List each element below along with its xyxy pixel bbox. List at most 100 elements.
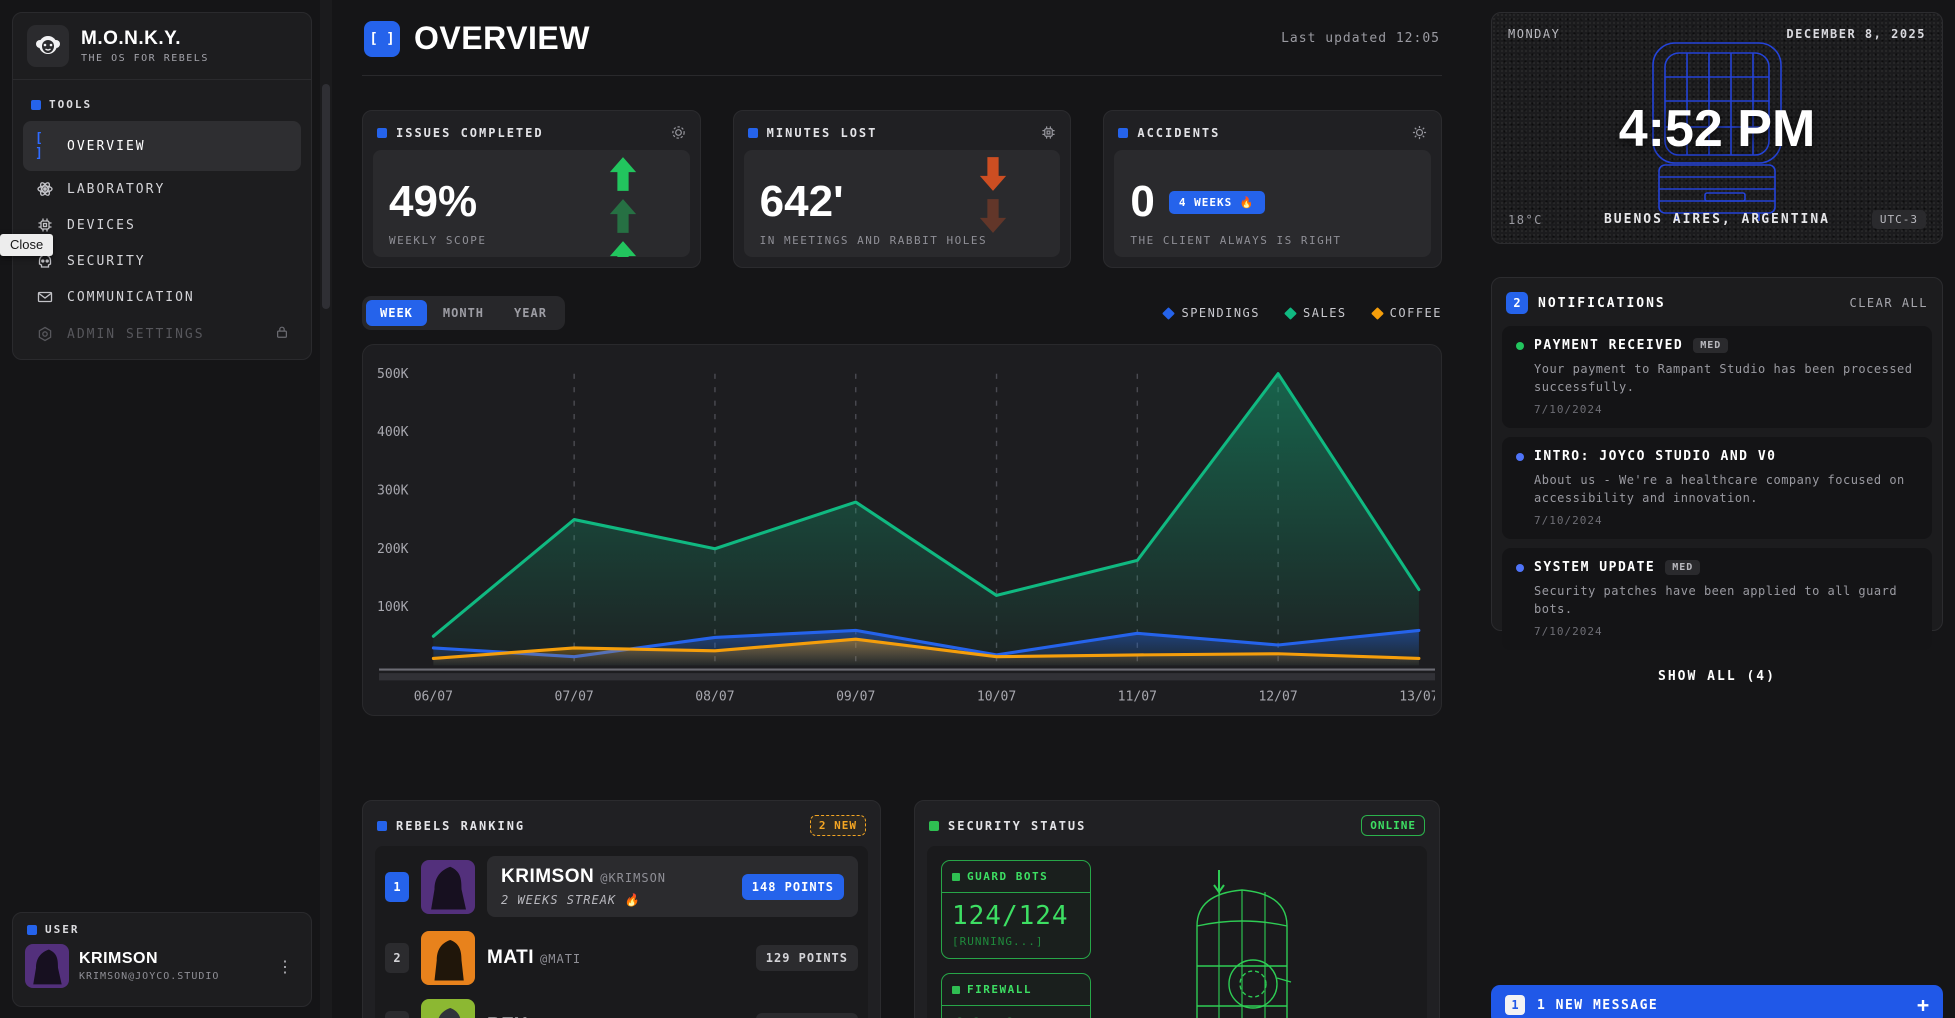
- status-dot-icon: [1516, 563, 1524, 572]
- security-title: SECURITY STATUS: [948, 818, 1087, 833]
- firewall-panel: FIREWALL 99.9%: [941, 973, 1091, 1018]
- green-square-icon: [952, 872, 960, 881]
- priority-badge: MED: [1665, 560, 1701, 575]
- sidebar-item-devices[interactable]: DEVICES: [23, 207, 301, 243]
- gear-icon[interactable]: [671, 125, 686, 140]
- stat-value: 642': [759, 177, 844, 226]
- notification-date: 7/10/2024: [1534, 403, 1603, 416]
- rebels-ranking-card: REBELS RANKING 2 NEW 1 KRIMSON @KRIMSON 2…: [362, 800, 881, 1018]
- monkey-logo-icon: [27, 25, 69, 67]
- clock-time: 4:52 PM: [1618, 100, 1816, 158]
- notification-intro[interactable]: INTRO: JOYCO STUDIO AND V0 About us - We…: [1502, 437, 1932, 539]
- svg-text:400K: 400K: [377, 425, 408, 440]
- sidebar-item-overview[interactable]: [ ] OVERVIEW: [23, 121, 301, 171]
- show-all-button[interactable]: SHOW ALL (4): [1658, 669, 1776, 684]
- legend-sales[interactable]: SALES: [1284, 306, 1347, 320]
- stat-value: 49%: [389, 177, 478, 226]
- diamond-icon: [1162, 306, 1176, 320]
- stat-subtitle: THE CLIENT ALWAYS IS RIGHT: [1130, 234, 1342, 248]
- utc-badge: UTC-3: [1871, 210, 1926, 229]
- svg-text:07/07: 07/07: [554, 689, 593, 704]
- chip-settings-icon[interactable]: [1041, 125, 1056, 140]
- notification-body: Your payment to Rampant Studio has been …: [1534, 362, 1913, 394]
- firewall-value: 99.9%: [942, 1006, 1090, 1018]
- svg-text:300K: 300K: [377, 483, 408, 498]
- stat-card-accidents: ACCIDENTS 0 4 WEEKS 🔥 THE CLIENT ALWAYS …: [1103, 110, 1443, 268]
- area-chart: 100K 200K 300K 400K 500K 06/07 07/07 08/07 09/07…: [362, 344, 1442, 716]
- online-badge: ONLINE: [1361, 815, 1425, 836]
- rebel-streak: 2 WEEKS STREAK 🔥: [501, 893, 641, 907]
- ranking-row-2[interactable]: 2 MATI @MATI 129 POINTS: [385, 931, 858, 985]
- svg-text:200K: 200K: [377, 542, 408, 557]
- kebab-menu-icon[interactable]: ⋮: [277, 956, 293, 976]
- svg-text:06/07: 06/07: [414, 689, 453, 704]
- notification-date: 7/10/2024: [1534, 625, 1603, 638]
- main-content: [ ] OVERVIEW Last updated 12:05 ISSUES C…: [362, 0, 1443, 1018]
- points-badge: 148 POINTS: [741, 873, 844, 900]
- tools-section-label: TOOLS: [23, 92, 301, 121]
- clear-all-button[interactable]: CLEAR ALL: [1849, 296, 1928, 310]
- tab-week[interactable]: WEEK: [366, 300, 427, 326]
- user-avatar: [25, 944, 69, 988]
- scrollbar-thumb[interactable]: [322, 84, 330, 309]
- notifications-title: NOTIFICATIONS: [1538, 295, 1666, 311]
- stat-card-title: MINUTES LOST: [766, 125, 878, 140]
- range-tabs: WEEK MONTH YEAR: [362, 296, 565, 330]
- page-header: [ ] OVERVIEW Last updated 12:05: [362, 0, 1442, 76]
- card-bullet-icon: [747, 127, 758, 138]
- stat-card-issues-completed: ISSUES COMPLETED 49% WEEKLY SCOPE: [362, 110, 701, 268]
- tab-year[interactable]: YEAR: [514, 306, 547, 320]
- svg-text:500K: 500K: [377, 367, 408, 382]
- legend-spendings[interactable]: SPENDINGS: [1162, 306, 1260, 320]
- sidebar-item-security[interactable]: SECURITY: [23, 243, 301, 279]
- plus-icon[interactable]: +: [1916, 993, 1929, 1017]
- notification-payment-received[interactable]: PAYMENT RECEIVED MED Your payment to Ram…: [1502, 326, 1932, 428]
- sidebar: M.O.N.K.Y. THE OS FOR REBELS TOOLS [ ] O…: [12, 12, 312, 360]
- section-bullet-icon: [31, 99, 41, 110]
- card-bullet-icon: [377, 127, 387, 138]
- ranking-row-1[interactable]: 1 KRIMSON @KRIMSON 2 WEEKS STREAK 🔥 148 P…: [385, 856, 858, 917]
- scrollbar-track[interactable]: [320, 0, 332, 1018]
- tab-month[interactable]: MONTH: [442, 306, 485, 320]
- close-tooltip: Close: [0, 234, 54, 256]
- clock-temperature: 18°C: [1508, 212, 1543, 227]
- user-row[interactable]: KRIMSON KRIMSON@JOYCO.STUDIO ⋮: [25, 944, 299, 988]
- svg-text:11/07: 11/07: [1118, 689, 1157, 704]
- envelope-icon: [35, 289, 55, 305]
- stat-card-minutes-lost: MINUTES LOST 642' IN MEETINGS AND RABBIT…: [732, 110, 1072, 268]
- sidebar-item-laboratory[interactable]: LABORATORY: [23, 171, 301, 207]
- rank-badge: 1: [385, 871, 409, 902]
- tools-nav: TOOLS [ ] OVERVIEW LABORATORY DEVICES: [13, 80, 311, 359]
- avatar: [421, 999, 475, 1018]
- points-badge: 100 POINTS: [755, 1013, 858, 1018]
- notification-system-update[interactable]: SYSTEM UPDATE MED Security patches have …: [1502, 548, 1932, 650]
- sidebar-item-communication[interactable]: COMMUNICATION: [23, 279, 301, 315]
- gear-hex-icon: [35, 326, 55, 342]
- last-updated-text: Last updated 12:05: [1281, 31, 1440, 46]
- message-label: 1 NEW MESSAGE: [1537, 997, 1659, 1013]
- diamond-icon: [1370, 306, 1384, 320]
- cog-icon[interactable]: [1412, 125, 1427, 140]
- legend-coffee[interactable]: COFFEE: [1370, 306, 1442, 320]
- message-count-badge: 1: [1505, 995, 1525, 1015]
- sidebar-item-admin-settings[interactable]: ADMIN SETTINGS: [23, 315, 301, 353]
- skull-icon: [35, 253, 55, 269]
- atom-icon: [35, 181, 55, 197]
- svg-text:100K: 100K: [377, 600, 408, 615]
- ranking-row-3[interactable]: 3 REX 100 POINTS: [385, 999, 858, 1018]
- section-bullet-icon: [27, 924, 37, 935]
- new-badge: 2 NEW: [809, 815, 866, 836]
- status-dot-icon: [1516, 452, 1524, 461]
- clock-date: DECEMBER 8, 2025: [1786, 27, 1926, 41]
- card-bullet-icon: [929, 820, 939, 831]
- notification-date: 7/10/2024: [1534, 514, 1603, 527]
- streak-badge: 4 WEEKS 🔥: [1168, 190, 1265, 214]
- rebel-name: MATI: [487, 947, 535, 968]
- overview-brackets-icon: [ ]: [364, 20, 400, 57]
- status-dot-icon: [1516, 341, 1524, 350]
- points-badge: 129 POINTS: [755, 945, 858, 971]
- new-message-bar[interactable]: 1 1 NEW MESSAGE +: [1491, 985, 1943, 1018]
- user-section-label: USER: [25, 923, 299, 936]
- trend-down-arrows-icon: [978, 156, 1008, 234]
- brackets-icon: [ ]: [35, 131, 45, 161]
